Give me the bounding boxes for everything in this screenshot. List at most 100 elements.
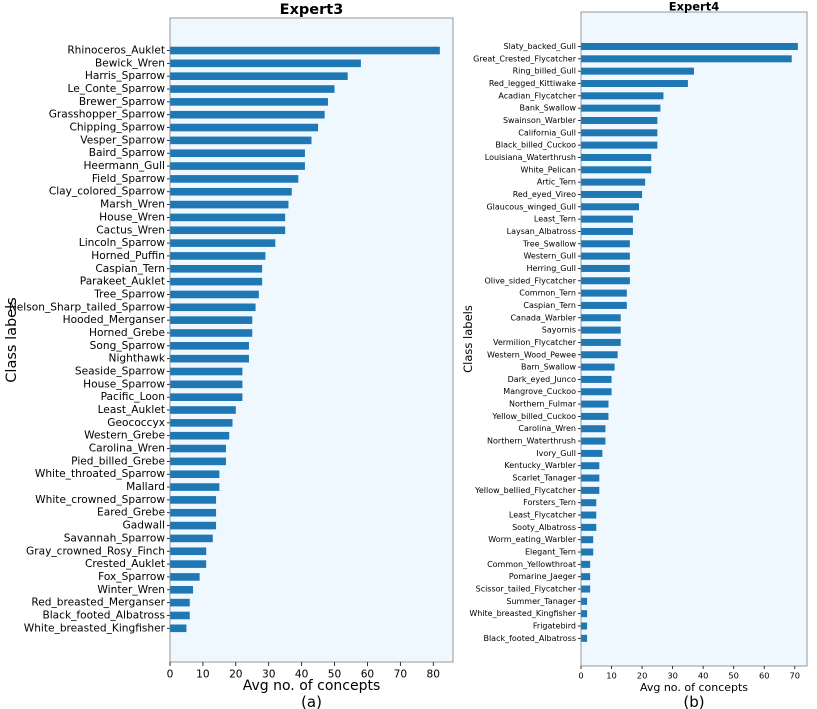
bar-herring-gull	[581, 264, 630, 272]
y-tick-label: Ring_billed_Gull	[513, 67, 576, 76]
y-tick-label: Red_breasted_Merganser	[31, 597, 165, 609]
y-tick-label: Elegant_Tern	[525, 548, 576, 557]
bar-heermann-gull	[170, 162, 305, 170]
y-tick-label: Harris_Sparrow	[85, 70, 165, 82]
bar-gray-crowned-rosy-finch	[170, 547, 207, 556]
y-tick-label: Carolina_Wren	[89, 443, 165, 455]
bar-red-legged-kittiwake	[581, 79, 688, 87]
bar-slaty-backed-gull	[581, 43, 798, 50]
bar-pomarine-jaeger	[581, 573, 591, 581]
y-tick-label: Slaty_backed_Gull	[503, 42, 576, 51]
x-tick-label: 0	[578, 670, 583, 680]
y-tick-label: Bewick_Wren	[95, 57, 165, 69]
y-tick-label: Frigatebird	[533, 622, 576, 631]
y-tick-label: Western_Gull	[523, 252, 576, 261]
bar-black-billed-cuckoo	[581, 141, 658, 149]
y-tick-label: Rhinoceros_Auklet	[67, 45, 165, 57]
bar-northern-fulmar	[581, 400, 609, 408]
y-tick-label: Yellow_bellied_Flycatcher	[474, 486, 577, 495]
y-tick-label: Barn_Swallow	[521, 363, 576, 372]
y-tick-label: Caspian_Tern	[523, 301, 576, 310]
bar-yellow-bellied-flycatcher	[581, 486, 600, 494]
x-tick-label: 70	[790, 670, 801, 680]
bar-nelson-sharp-tailed-sparrow	[170, 303, 256, 312]
bar-red-breasted-merganser	[170, 598, 190, 607]
bar-california-gull	[581, 129, 658, 137]
bar-summer-tanager	[581, 597, 588, 605]
bar-bank-swallow	[581, 104, 661, 112]
y-tick-label: Brewer_Sparrow	[79, 96, 165, 108]
x-tick-label: 60	[759, 670, 770, 680]
bar-ivory-gull	[581, 449, 603, 457]
bar-western-wood-pewee	[581, 351, 618, 359]
y-tick-label: Forsters_Tern	[523, 498, 576, 507]
bar-eared-grebe	[170, 508, 217, 517]
bar-scarlet-tanager	[581, 474, 600, 482]
bar-nighthawk	[170, 354, 249, 363]
x-tick-label: 10	[606, 670, 617, 680]
y-tick-label: Northern_Waterthrush	[487, 437, 576, 446]
bar-mangrove-cuckoo	[581, 388, 612, 396]
y-tick-label: Olive_sided_Flycatcher	[484, 276, 576, 285]
bar-forsters-tern	[581, 499, 597, 507]
bar-least-tern	[581, 215, 633, 223]
bar-frigatebird	[581, 622, 588, 630]
y-tick-label: Savannah_Sparrow	[64, 532, 166, 544]
bar-yellow-billed-cuckoo	[581, 412, 609, 420]
y-tick-label: Ivory_Gull	[536, 449, 576, 458]
bar-acadian-flycatcher	[581, 92, 664, 100]
y-tick-label: Red_eyed_Vireo	[513, 190, 576, 199]
y-tick-label: Caspian_Tern	[95, 263, 165, 275]
bar-white-breasted-kingfisher	[170, 624, 187, 633]
x-tick-label: 70	[394, 669, 408, 681]
bar-field-sparrow	[170, 175, 299, 183]
y-tick-label: Clay_colored_Sparrow	[49, 186, 166, 198]
bar-grasshopper-sparrow	[170, 110, 325, 119]
y-tick-label: Artic_Tern	[537, 178, 576, 187]
bar-horned-grebe	[170, 329, 253, 337]
bar-swainson-warbler	[581, 116, 658, 124]
bar-dark-eyed-junco	[581, 375, 612, 383]
y-tick-label: Nelson_Sharp_tailed_Sparrow	[9, 301, 165, 313]
bar-parakeet-auklet	[170, 277, 263, 286]
x-tick-label: 50	[328, 669, 342, 681]
subfigure-caption: (b)	[683, 693, 704, 709]
bar-lincoln-sparrow	[170, 239, 276, 247]
y-axis-label: Class labels	[461, 305, 475, 373]
bar-black-footed-albatross	[170, 611, 190, 620]
bar-white-throated-sparrow	[170, 470, 220, 479]
y-tick-label: Western_Wood_Pewee	[487, 350, 576, 359]
y-tick-label: Black_footed_Albatross	[483, 634, 576, 643]
bar-black-footed-albatross	[581, 634, 588, 642]
y-tick-label: Black_billed_Cuckoo	[495, 141, 576, 150]
bar-hooded-merganser	[170, 316, 253, 324]
x-tick-label: 30	[262, 669, 276, 681]
bar-savannah-sparrow	[170, 534, 213, 543]
x-tick-label: 40	[295, 669, 309, 681]
y-tick-label: Winter_Wren	[97, 584, 165, 596]
y-tick-label: Mangrove_Cuckoo	[503, 387, 576, 396]
bar-baird-sparrow	[170, 149, 305, 158]
bar-louisiana-waterthrush	[581, 153, 652, 161]
y-tick-label: Common_Tern	[519, 289, 576, 298]
y-tick-label: Acadian_Flycatcher	[498, 91, 576, 100]
bar-cactus-wren	[170, 226, 286, 235]
y-tick-label: California_Gull	[518, 128, 576, 137]
bar-white-pelican	[581, 166, 652, 174]
bar-horned-puffin	[170, 252, 266, 260]
y-tick-label: Tree_Swallow	[522, 239, 577, 248]
bar-geococcyx	[170, 419, 233, 427]
bar-sooty-albatross	[581, 523, 597, 531]
bar-seaside-sparrow	[170, 367, 243, 376]
bar-ring-billed-gull	[581, 67, 694, 75]
y-tick-label: Scissor_tailed_Flycatcher	[476, 585, 577, 594]
y-tick-label: Field_Sparrow	[92, 173, 165, 185]
x-axis-label: Avg no. of concepts	[640, 681, 748, 694]
y-tick-label: Worm_eating_Warbler	[488, 535, 576, 544]
bar-canada-warbler	[581, 314, 621, 322]
bar-laysan-albatross	[581, 227, 633, 235]
y-tick-label: Herring_Gull	[527, 264, 576, 273]
x-tick-label: 50	[728, 670, 739, 680]
y-tick-label: Le_Conte_Sparrow	[68, 83, 166, 95]
